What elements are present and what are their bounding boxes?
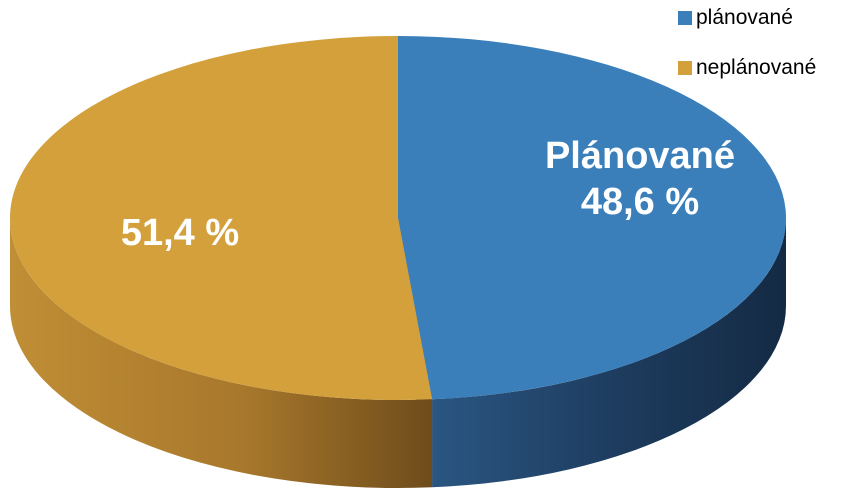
legend-swatch-planned xyxy=(678,11,692,25)
slice-label-planned-0: Plánované xyxy=(545,135,735,177)
pie-slice-unplanned xyxy=(10,36,433,400)
legend-swatch-unplanned xyxy=(678,61,692,75)
slice-label-planned-1: 48,6 % xyxy=(581,181,699,223)
pie-side-planned xyxy=(432,218,786,488)
legend: plánované neplánované xyxy=(678,6,816,106)
legend-label-planned: plánované xyxy=(696,6,793,29)
pie-side-unplanned xyxy=(10,218,433,488)
legend-item-planned: plánované xyxy=(678,6,816,30)
legend-label-unplanned: neplánované xyxy=(696,56,817,79)
legend-item-unplanned: neplánované xyxy=(678,56,816,80)
pie-slice-planned xyxy=(398,36,787,400)
slice-label-unplanned-0: 51,4 % xyxy=(121,212,239,254)
pie-top-faces xyxy=(10,36,787,400)
